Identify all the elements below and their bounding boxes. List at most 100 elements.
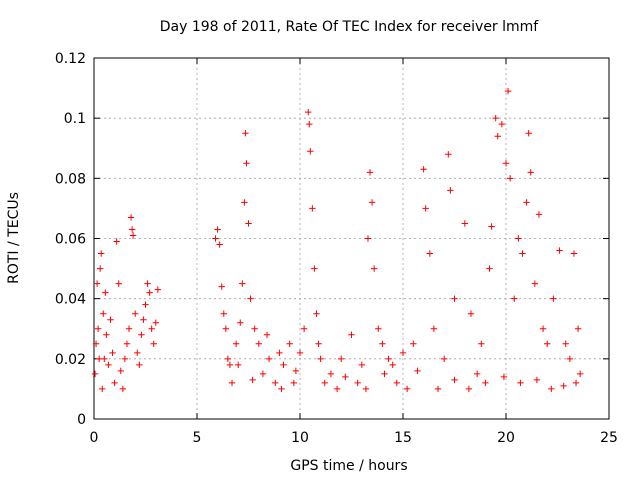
data-point <box>434 385 442 393</box>
data-point <box>381 370 388 378</box>
data-point <box>243 160 250 167</box>
data-point <box>560 382 567 390</box>
data-point <box>121 355 129 363</box>
data-point <box>531 280 539 287</box>
data-point <box>249 376 256 384</box>
data-point <box>216 241 223 248</box>
data-point <box>278 385 285 393</box>
data-point <box>237 319 244 326</box>
data-point <box>92 340 100 347</box>
data-point <box>362 385 370 393</box>
x-axis-label: GPS time / hours <box>290 458 407 474</box>
data-point <box>311 265 318 272</box>
y-tick-label: 0.02 <box>55 352 86 368</box>
data-point <box>214 226 221 233</box>
data-point <box>375 325 382 332</box>
data-point <box>305 108 312 116</box>
data-point <box>113 238 120 245</box>
data-point <box>539 325 547 332</box>
data-point <box>226 361 234 369</box>
data-point <box>144 280 151 287</box>
axis-ticks <box>93 57 610 420</box>
data-points <box>91 87 584 393</box>
data-point <box>148 325 155 332</box>
data-point <box>276 349 283 357</box>
data-point <box>535 211 543 218</box>
data-point <box>132 310 139 317</box>
data-point <box>292 367 300 375</box>
data-point <box>523 199 530 206</box>
data-point <box>272 379 279 387</box>
data-point <box>307 148 314 155</box>
data-point <box>315 340 322 347</box>
data-point <box>467 310 475 317</box>
x-tick-label: 10 <box>291 430 309 446</box>
data-point <box>410 340 417 347</box>
data-point <box>570 250 578 257</box>
data-point <box>286 340 293 347</box>
data-point <box>379 340 386 347</box>
data-point <box>447 187 454 194</box>
data-point <box>98 250 105 257</box>
data-point <box>259 370 267 378</box>
data-point <box>142 301 149 308</box>
data-point <box>255 340 262 347</box>
data-point <box>478 340 485 347</box>
data-point <box>154 286 162 293</box>
data-point <box>574 325 582 332</box>
data-point <box>241 199 248 206</box>
data-point <box>212 235 219 242</box>
x-tick-label: 5 <box>193 430 202 446</box>
data-point <box>544 340 551 347</box>
data-point <box>102 289 109 296</box>
data-point <box>228 379 236 387</box>
data-point <box>125 325 133 332</box>
data-point <box>533 376 541 384</box>
data-point <box>461 220 468 227</box>
data-point <box>313 310 320 317</box>
chart-title: Day 198 of 2011, Rate Of TEC Index for r… <box>160 19 540 35</box>
data-point <box>414 367 421 375</box>
data-point <box>129 232 137 239</box>
data-point <box>321 379 328 387</box>
data-point <box>300 325 308 332</box>
y-tick-label: 0.1 <box>64 111 86 127</box>
data-point <box>486 265 493 272</box>
data-point <box>502 160 510 167</box>
data-point <box>430 325 438 332</box>
data-point <box>138 331 145 338</box>
data-point <box>492 114 499 122</box>
data-point <box>550 295 557 302</box>
data-point <box>506 175 514 182</box>
data-point <box>393 379 401 387</box>
data-point <box>146 289 153 296</box>
data-point <box>504 87 512 95</box>
y-tick-label: 0.08 <box>55 171 86 187</box>
data-point <box>389 361 396 369</box>
data-point <box>280 361 287 369</box>
data-point <box>123 340 131 347</box>
data-point <box>296 349 304 357</box>
data-point <box>105 361 112 369</box>
data-point <box>224 355 232 363</box>
data-point <box>566 355 574 363</box>
data-point <box>498 120 506 128</box>
data-point <box>115 280 122 287</box>
data-point <box>317 355 324 363</box>
data-point <box>385 355 392 363</box>
data-point <box>136 361 143 369</box>
y-tick-label: 0.06 <box>55 232 86 248</box>
data-point <box>473 370 481 378</box>
x-tick-label: 20 <box>497 430 515 446</box>
data-point <box>525 130 532 137</box>
data-point <box>420 166 427 173</box>
data-point <box>239 280 246 287</box>
data-point <box>245 220 252 227</box>
data-point <box>519 250 526 257</box>
data-point <box>494 133 501 140</box>
x-tick-label: 0 <box>90 430 99 446</box>
y-tick-labels: 0 0.02 0.04 0.06 0.08 0.1 0.12 <box>55 51 86 428</box>
data-point <box>488 223 495 230</box>
data-point <box>306 120 313 128</box>
data-point <box>517 379 524 387</box>
